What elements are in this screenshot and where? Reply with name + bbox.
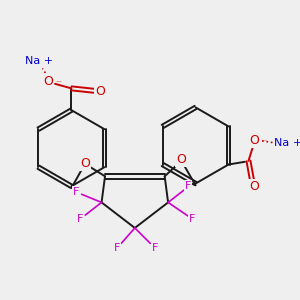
Text: O: O bbox=[176, 154, 186, 166]
Text: F: F bbox=[113, 243, 120, 253]
Text: Na +: Na + bbox=[25, 56, 53, 66]
Text: ·⁻: ·⁻ bbox=[260, 137, 267, 146]
Text: Na +: Na + bbox=[274, 138, 300, 148]
Text: F: F bbox=[73, 187, 80, 196]
Text: O: O bbox=[43, 75, 53, 88]
Text: O: O bbox=[249, 134, 259, 147]
Text: F: F bbox=[76, 214, 83, 224]
Text: O: O bbox=[249, 180, 259, 193]
Text: O: O bbox=[95, 85, 105, 98]
Text: F: F bbox=[152, 243, 158, 253]
Text: F: F bbox=[185, 181, 191, 191]
Text: ·⁻: ·⁻ bbox=[55, 78, 62, 87]
Text: F: F bbox=[188, 214, 195, 224]
Text: O: O bbox=[80, 157, 90, 170]
